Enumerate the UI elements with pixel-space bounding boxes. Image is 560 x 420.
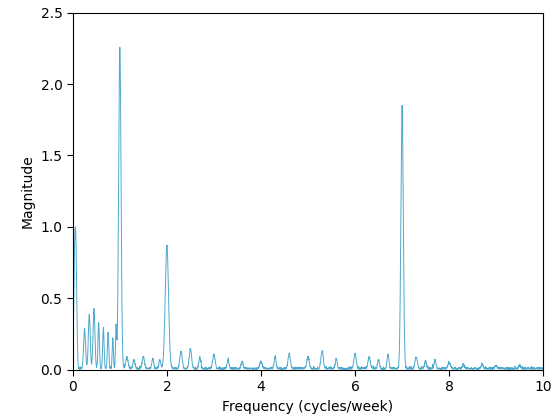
X-axis label: Frequency (cycles/week): Frequency (cycles/week): [222, 399, 394, 414]
Y-axis label: Magnitude: Magnitude: [21, 154, 35, 228]
